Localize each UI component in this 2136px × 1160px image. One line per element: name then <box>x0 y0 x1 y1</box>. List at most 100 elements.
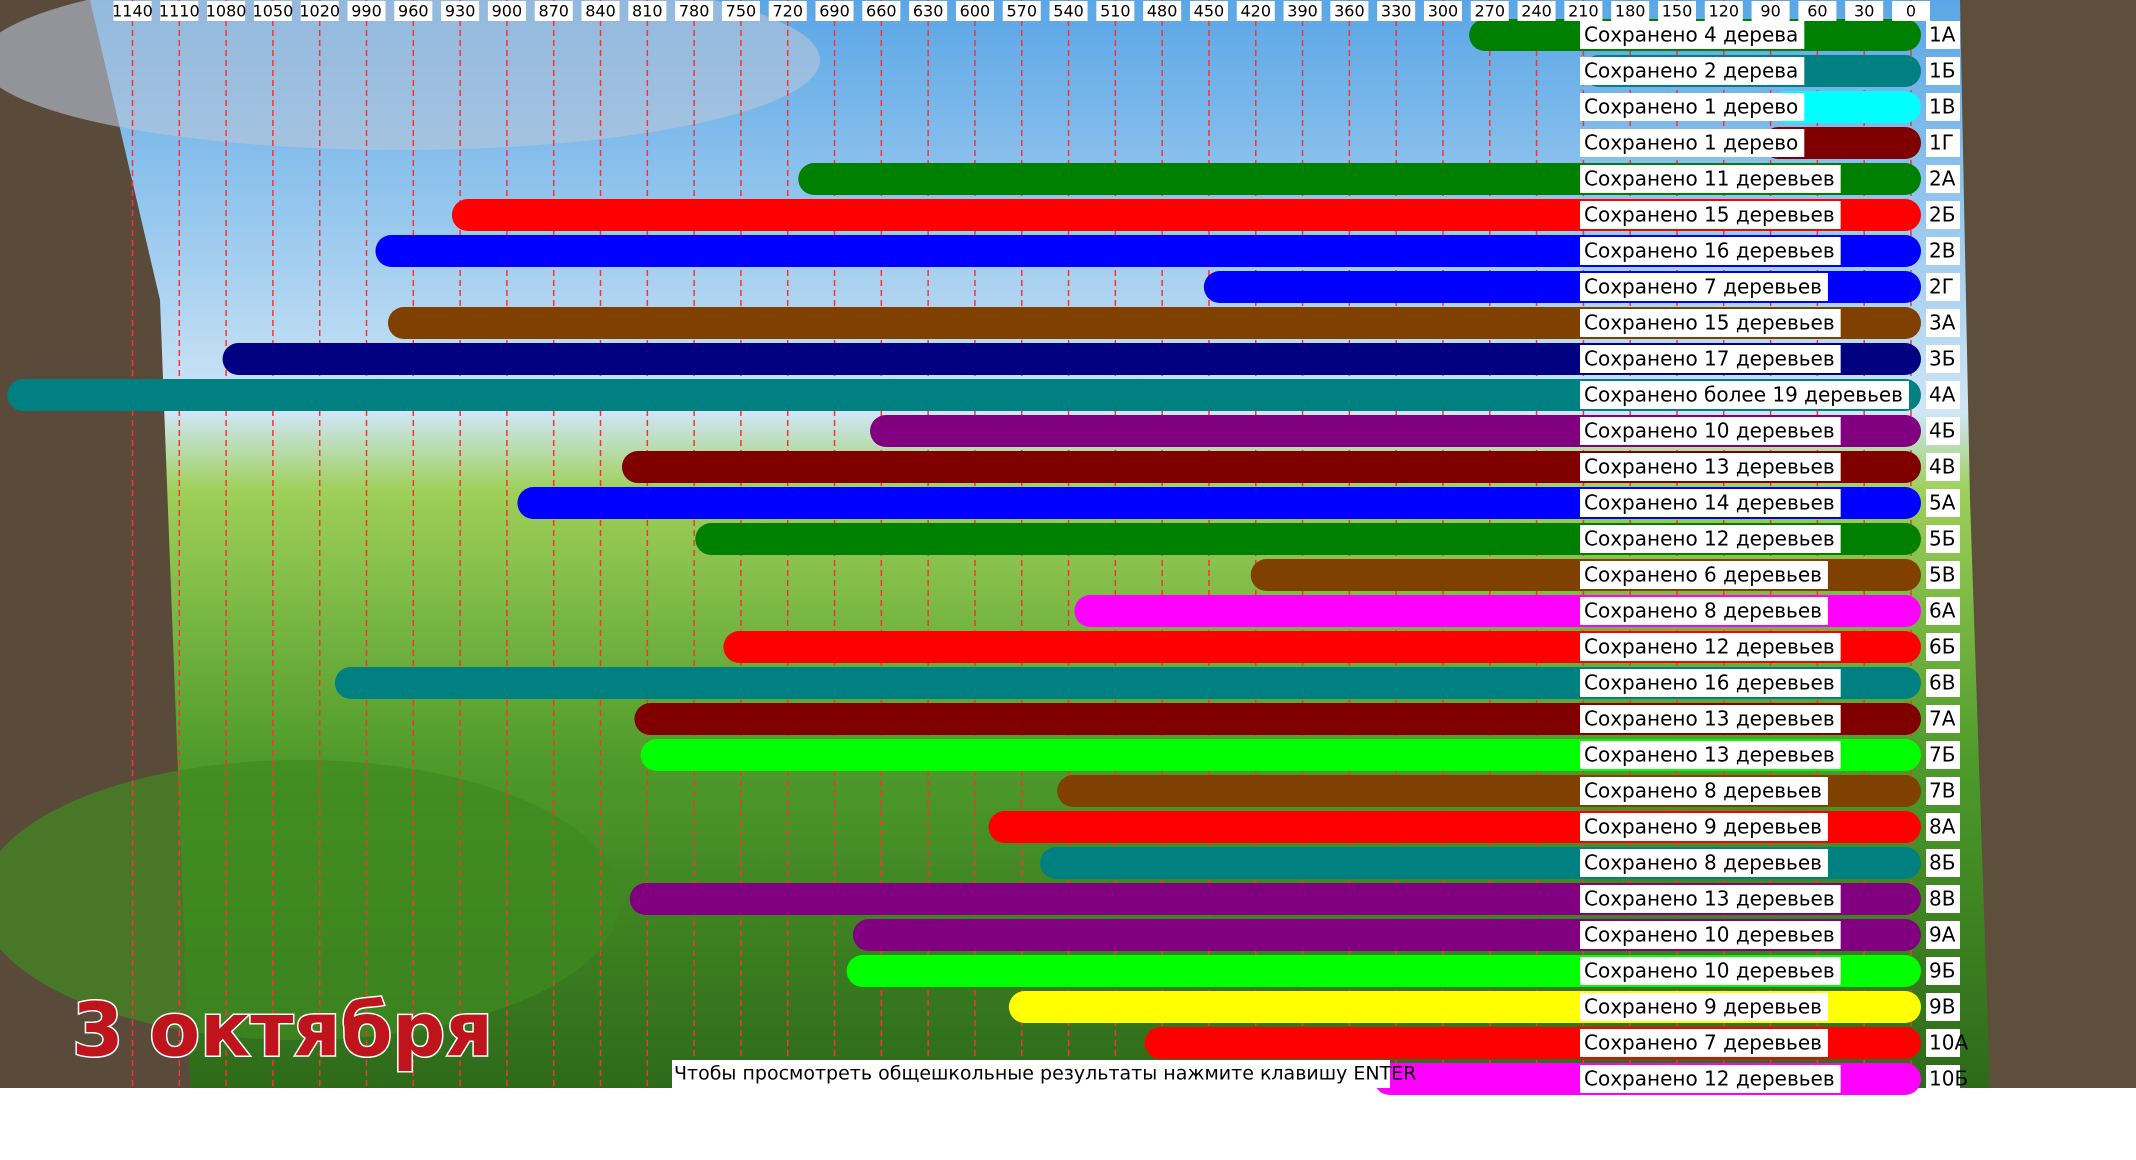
bar-annotation: Сохранено 15 деревьев <box>1584 311 1835 335</box>
bar-annotation: Сохранено 12 деревьев <box>1584 527 1835 551</box>
tick-label-box <box>1564 1 1603 21</box>
x-tick-label: 360 <box>1334 2 1365 21</box>
tick-label-box <box>113 1 152 21</box>
note: Чтобы просмотреть общешкольные результат… <box>674 1063 1416 1085</box>
bar-annotation: Сохранено 2 дерева <box>1584 59 1798 83</box>
tick-label-box <box>721 1 760 21</box>
category-box <box>1926 201 1960 229</box>
y-tick-label: 2А <box>1929 167 1956 191</box>
bar-annotation: Сохранено 10 деревьев <box>1584 959 1835 983</box>
y-tick-label: 10А <box>1929 1031 1968 1055</box>
tick-label-box <box>675 1 714 21</box>
bar <box>222 343 1921 375</box>
bar-annotation: Сохранено 13 деревьев <box>1584 707 1835 731</box>
annotation-box <box>1580 669 1841 697</box>
category-box <box>1926 57 1960 85</box>
tick-label-box <box>1798 1 1837 21</box>
annotation-box <box>1580 489 1841 517</box>
category-box <box>1926 813 1960 841</box>
bar <box>375 235 1922 267</box>
x-tick-label: 780 <box>679 2 710 21</box>
bar-annotation: Сохранено 13 деревьев <box>1584 455 1835 479</box>
bar-annotation: Сохранено 13 деревьев <box>1584 743 1835 767</box>
category-box <box>1926 597 1960 625</box>
x-tick-label: 840 <box>585 2 616 21</box>
x-tick-label: 690 <box>819 2 850 21</box>
bar-annotation: Сохранено 10 деревьев <box>1584 419 1835 443</box>
tick-label-box <box>487 1 526 21</box>
tree-trunk-right <box>1960 0 2136 1088</box>
x-tick-label: 300 <box>1428 2 1459 21</box>
x-tick-label: 1110 <box>159 2 200 21</box>
tick-label-box <box>1657 1 1696 21</box>
annotation-box <box>1580 597 1828 625</box>
bar-annotation: Сохранено 16 деревьев <box>1584 671 1835 695</box>
category-box <box>1926 417 1960 445</box>
y-tick-label: 2Б <box>1929 203 1955 227</box>
annotation-box <box>1580 1029 1828 1057</box>
category-box <box>1926 381 1960 409</box>
bar-annotation: Сохранено 13 деревьев <box>1584 887 1835 911</box>
y-tick-label: 2В <box>1929 239 1955 263</box>
x-tick-label: 210 <box>1568 2 1599 21</box>
x-tick-label: 600 <box>960 2 991 21</box>
grass <box>0 760 620 1040</box>
bar <box>451 199 1922 231</box>
tick-label-box <box>1049 1 1088 21</box>
x-tick-label: 810 <box>632 2 663 21</box>
x-tick-label: 1080 <box>206 2 247 21</box>
bar-annotation: Сохранено 12 деревьев <box>1584 635 1835 659</box>
bar <box>517 487 1921 519</box>
category-box <box>1926 1029 1960 1057</box>
x-tick-label: 630 <box>913 2 944 21</box>
bar-annotation: Сохранено 1 дерево <box>1584 95 1798 119</box>
x-tick-label: 930 <box>445 2 476 21</box>
y-tick-label: 6В <box>1929 671 1955 695</box>
tick-label-box <box>1002 1 1041 21</box>
bar-annotation: Сохранено 7 деревьев <box>1584 1031 1822 1055</box>
tick-label-box <box>1189 1 1228 21</box>
annotation-box <box>1580 57 1805 85</box>
y-tick-label: 7Б <box>1929 743 1955 767</box>
tick-label-box <box>955 1 994 21</box>
category-box <box>1926 489 1960 517</box>
tick-label-box <box>1377 1 1416 21</box>
y-tick-label: 5А <box>1929 491 1956 515</box>
tick-label-box <box>347 1 386 21</box>
tick-label-box <box>300 1 339 21</box>
category-box <box>1926 453 1960 481</box>
bar-annotation: Сохранено 12 деревьев <box>1584 1067 1835 1091</box>
y-tick-label: 2Г <box>1929 275 1954 299</box>
bar-annotation: Сохранено 14 деревьев <box>1584 491 1835 515</box>
category-box <box>1926 741 1960 769</box>
date-title: 3 октября <box>72 988 493 1074</box>
y-tick-label: 8В <box>1929 887 1955 911</box>
annotation-box <box>1580 201 1841 229</box>
tick-label-box <box>394 1 433 21</box>
y-tick-label: 3Б <box>1929 347 1955 371</box>
y-tick-label: 1Г <box>1929 131 1954 155</box>
x-tick-label: 720 <box>772 2 803 21</box>
y-tick-label: 6А <box>1929 599 1956 623</box>
annotation-box <box>1580 813 1828 841</box>
y-tick-label: 7А <box>1929 707 1956 731</box>
bar <box>1770 91 1921 123</box>
tick-label-box <box>909 1 948 21</box>
category-box <box>1926 777 1960 805</box>
x-tick-label: 90 <box>1760 2 1780 21</box>
note-box <box>672 1060 1390 1088</box>
y-tick-label: 3А <box>1929 311 1956 335</box>
tick-label-box <box>862 1 901 21</box>
tick-label-box <box>1517 1 1556 21</box>
x-tick-label: 960 <box>398 2 429 21</box>
bar-annotation: Сохранено 10 деревьев <box>1584 923 1835 947</box>
bar-annotation: Сохранено 9 деревьев <box>1584 995 1822 1019</box>
annotation-box <box>1580 993 1828 1021</box>
bar-annotation: Сохранено 8 деревьев <box>1584 779 1822 803</box>
annotation-box <box>1580 921 1841 949</box>
y-tick-label: 6Б <box>1929 635 1955 659</box>
annotation-box <box>1580 129 1805 157</box>
bar-annotation: Сохранено 7 деревьев <box>1584 275 1822 299</box>
x-tick-label: 990 <box>351 2 382 21</box>
